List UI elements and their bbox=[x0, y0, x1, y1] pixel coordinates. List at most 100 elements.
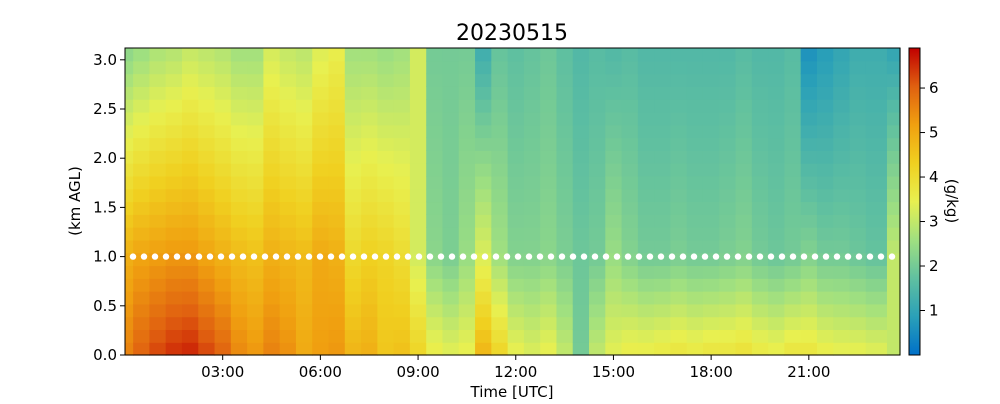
heatmap-cell bbox=[686, 278, 704, 292]
heatmap-cell bbox=[377, 278, 395, 292]
heatmap-cell bbox=[768, 278, 785, 292]
colorbar bbox=[908, 47, 921, 356]
heatmap-cell bbox=[133, 227, 151, 241]
heatmap-cell bbox=[491, 291, 509, 305]
heatmap-cell bbox=[125, 342, 134, 356]
heatmap-cell bbox=[165, 86, 183, 100]
heatmap-cell bbox=[165, 291, 183, 305]
heatmap-cell bbox=[377, 48, 395, 62]
heatmap-cell bbox=[125, 214, 134, 228]
heatmap-cell bbox=[589, 201, 606, 215]
heatmap-cell bbox=[125, 124, 134, 139]
reference-dot bbox=[877, 253, 885, 260]
heatmap-cell bbox=[393, 48, 411, 62]
heatmap-cell bbox=[637, 73, 655, 87]
heatmap-cell bbox=[263, 73, 281, 87]
heatmap-cell bbox=[833, 163, 851, 177]
heatmap-cell bbox=[833, 60, 851, 75]
heatmap-cell bbox=[686, 239, 704, 254]
heatmap-cell bbox=[702, 99, 720, 113]
heatmap-cell bbox=[230, 239, 248, 254]
heatmap-cell bbox=[621, 150, 639, 164]
heatmap-cell bbox=[833, 188, 851, 203]
heatmap-cell bbox=[133, 137, 151, 151]
heatmap-cell bbox=[540, 214, 558, 228]
heatmap-cell bbox=[621, 124, 639, 139]
heatmap-cell bbox=[328, 278, 346, 292]
heatmap-cell bbox=[393, 291, 411, 305]
heatmap-cell bbox=[800, 214, 818, 228]
heatmap-cell bbox=[491, 188, 509, 203]
heatmap-cell bbox=[507, 329, 525, 343]
y-tick-label: 3.0 bbox=[93, 51, 117, 69]
heatmap-cell bbox=[181, 265, 199, 279]
heatmap-cell bbox=[295, 175, 313, 190]
heatmap-cell bbox=[247, 291, 264, 305]
heatmap-cell bbox=[149, 124, 167, 139]
heatmap-cell bbox=[768, 342, 785, 356]
heatmap-cell bbox=[133, 60, 151, 75]
heatmap-cell bbox=[816, 278, 834, 292]
heatmap-cell bbox=[125, 278, 134, 292]
heatmap-cell bbox=[886, 329, 901, 343]
heatmap-cell bbox=[149, 278, 167, 292]
heatmap-cell bbox=[886, 73, 901, 87]
heatmap-cell bbox=[800, 137, 818, 151]
heatmap-cell bbox=[572, 214, 590, 228]
heatmap-cell bbox=[409, 73, 427, 87]
heatmap-cell bbox=[198, 316, 216, 331]
heatmap-cell bbox=[621, 342, 639, 356]
heatmap-cell bbox=[475, 73, 492, 87]
heatmap-cell bbox=[621, 111, 639, 126]
heatmap-cell bbox=[361, 124, 378, 139]
reference-dot bbox=[767, 253, 775, 260]
heatmap-cell bbox=[377, 188, 395, 203]
heatmap-cell bbox=[125, 329, 134, 343]
heatmap-cell bbox=[886, 48, 901, 62]
heatmap-cell bbox=[361, 111, 378, 126]
heatmap-cell bbox=[654, 303, 672, 318]
heatmap-cell bbox=[865, 150, 888, 164]
heatmap-cell bbox=[295, 214, 313, 228]
heatmap-cell bbox=[442, 175, 460, 190]
heatmap-cell bbox=[491, 111, 509, 126]
heatmap-cell bbox=[670, 329, 688, 343]
heatmap-cell bbox=[849, 163, 867, 177]
heatmap-cell bbox=[344, 163, 362, 177]
heatmap-cell bbox=[165, 111, 183, 126]
reference-dot bbox=[833, 253, 841, 260]
reference-dot bbox=[327, 253, 335, 260]
heatmap-cell bbox=[393, 99, 411, 113]
heatmap-cell bbox=[719, 239, 737, 254]
heatmap-cell bbox=[328, 60, 346, 75]
heatmap-cell bbox=[540, 303, 558, 318]
heatmap-cell bbox=[719, 124, 737, 139]
heatmap-cell bbox=[800, 60, 818, 75]
heatmap-cell bbox=[523, 214, 541, 228]
heatmap-cell bbox=[181, 278, 199, 292]
heatmap-cell bbox=[556, 214, 574, 228]
heatmap-cell bbox=[523, 227, 541, 241]
x-tick-label: 15:00 bbox=[592, 363, 635, 381]
heatmap-cell bbox=[442, 137, 460, 151]
heatmap-cell bbox=[735, 278, 753, 292]
heatmap-cell bbox=[670, 175, 688, 190]
reference-dot bbox=[547, 253, 555, 260]
heatmap-cell bbox=[816, 124, 834, 139]
heatmap-cell bbox=[621, 60, 639, 75]
heatmap-cell bbox=[475, 342, 492, 356]
heatmap-cell bbox=[768, 175, 785, 190]
heatmap-cell bbox=[849, 73, 867, 87]
heatmap-cell bbox=[458, 239, 476, 254]
heatmap-cell bbox=[214, 342, 232, 356]
heatmap-cell bbox=[589, 188, 606, 203]
heatmap-cell bbox=[475, 124, 492, 139]
heatmap-cell bbox=[133, 278, 151, 292]
heatmap-cell bbox=[279, 316, 297, 331]
heatmap-cells bbox=[125, 48, 901, 356]
heatmap-cell bbox=[426, 124, 444, 139]
heatmap-cell bbox=[735, 227, 753, 241]
heatmap-cell bbox=[295, 316, 313, 331]
heatmap-cell bbox=[702, 278, 720, 292]
